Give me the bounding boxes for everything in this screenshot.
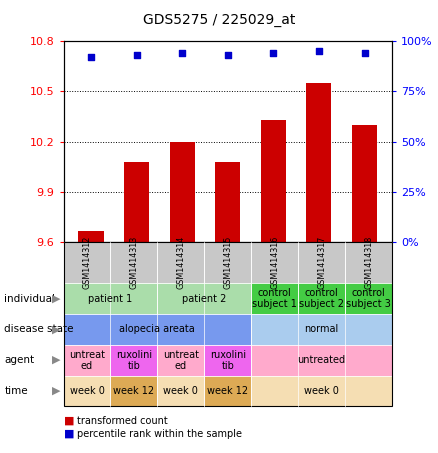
Bar (307, 83, 332, 242)
Bar (124, 162, 149, 242)
Text: ruxolini
tib: ruxolini tib (210, 350, 246, 371)
Text: patient 2: patient 2 (182, 294, 226, 304)
Text: week 0: week 0 (163, 386, 198, 396)
Text: ▶: ▶ (52, 324, 60, 334)
Text: ▶: ▶ (52, 386, 60, 396)
Point (270, 49, 277, 57)
Point (315, 47, 322, 54)
Text: ruxolini
tib: ruxolini tib (116, 350, 152, 371)
Text: week 12: week 12 (207, 386, 248, 396)
Text: percentile rank within the sample: percentile rank within the sample (77, 429, 242, 439)
Point (361, 49, 368, 57)
Text: GSM1414315: GSM1414315 (223, 236, 232, 289)
Text: week 0: week 0 (70, 386, 104, 396)
Text: control
subject 2: control subject 2 (299, 288, 344, 309)
Bar (215, 162, 240, 242)
Text: week 0: week 0 (304, 386, 339, 396)
Text: normal: normal (304, 324, 339, 334)
Text: patient 1: patient 1 (88, 294, 133, 304)
Text: GSM1414316: GSM1414316 (270, 236, 279, 289)
Text: time: time (4, 386, 28, 396)
Text: GDS5275 / 225029_at: GDS5275 / 225029_at (143, 14, 295, 27)
Text: ▶: ▶ (52, 294, 60, 304)
Bar (78, 231, 103, 242)
Text: ■: ■ (64, 429, 74, 439)
Text: ■: ■ (64, 416, 74, 426)
Text: GSM1414313: GSM1414313 (129, 236, 138, 289)
Text: transformed count: transformed count (77, 416, 167, 426)
Bar (352, 125, 377, 242)
Text: control
subject 1: control subject 1 (252, 288, 297, 309)
Point (133, 51, 140, 58)
Point (179, 49, 186, 57)
Text: agent: agent (4, 355, 35, 365)
Bar (261, 120, 286, 242)
Text: untreat
ed: untreat ed (69, 350, 105, 371)
Text: GSM1414317: GSM1414317 (317, 236, 326, 289)
Text: control
subject 3: control subject 3 (346, 288, 391, 309)
Text: alopecia areata: alopecia areata (120, 324, 195, 334)
Text: individual: individual (4, 294, 55, 304)
Text: GSM1414318: GSM1414318 (364, 236, 373, 289)
Text: untreat
ed: untreat ed (163, 350, 199, 371)
Text: disease state: disease state (4, 324, 74, 334)
Bar (170, 142, 195, 242)
Point (224, 51, 231, 58)
Text: GSM1414312: GSM1414312 (82, 236, 92, 289)
Text: untreated: untreated (297, 355, 346, 365)
Text: GSM1414314: GSM1414314 (177, 236, 185, 289)
Text: week 12: week 12 (113, 386, 155, 396)
Point (88, 53, 95, 61)
Text: ▶: ▶ (52, 355, 60, 365)
